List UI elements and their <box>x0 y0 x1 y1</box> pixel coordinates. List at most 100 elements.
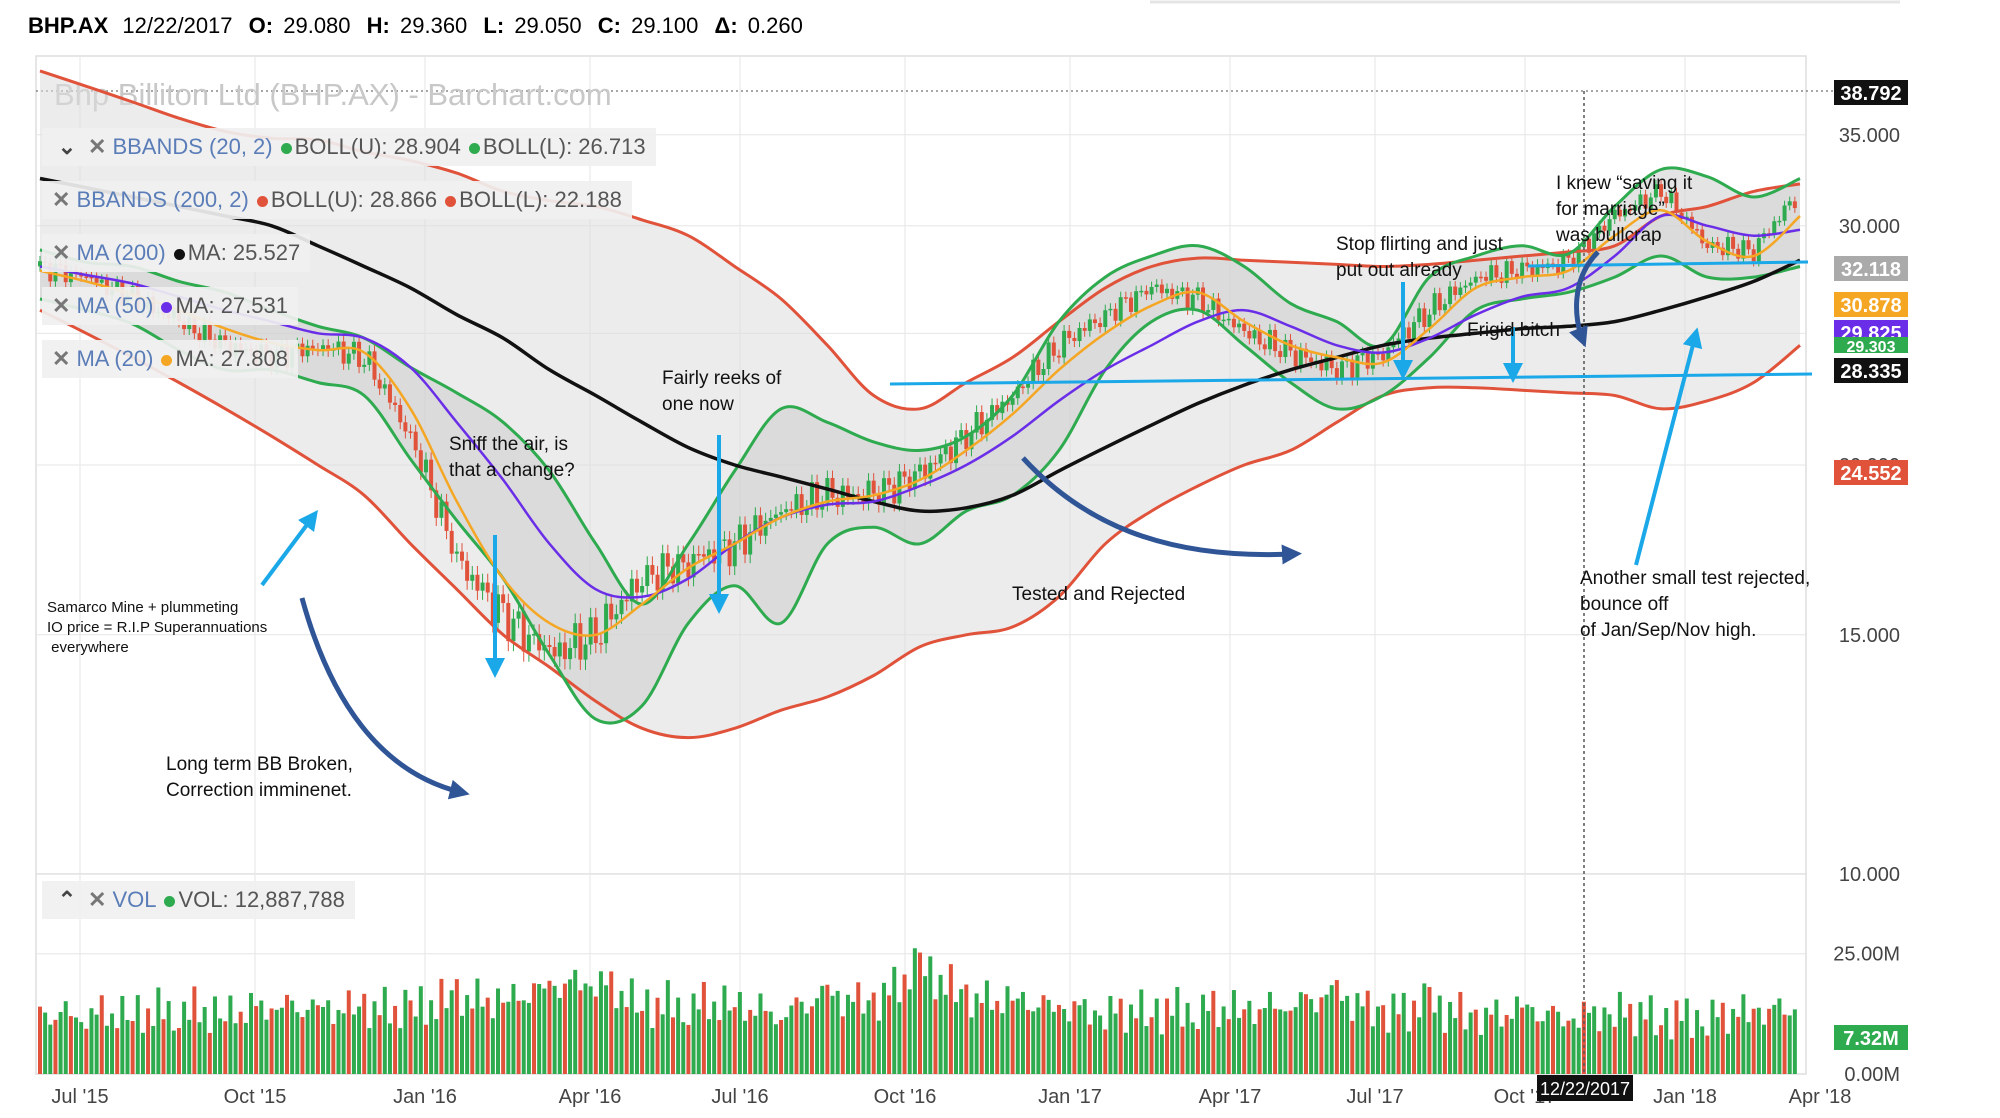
candle-body-230 <box>1221 319 1226 322</box>
volume-bar-38 <box>233 1023 238 1074</box>
volume-bar-150 <box>809 1006 814 1074</box>
legend-vol-name: VOL <box>112 887 157 912</box>
volume-bar-62 <box>357 1006 362 1074</box>
candle-body-259 <box>1370 353 1375 369</box>
svg-text:30.878: 30.878 <box>1840 295 1901 317</box>
legend-ma20[interactable]: ✕ MA (20) MA: 27.808 <box>42 340 298 378</box>
volume-bar-237 <box>1257 1009 1262 1074</box>
volume-bar-76 <box>429 1000 434 1074</box>
volume-bar-8 <box>79 1022 84 1074</box>
volume-bar-341 <box>1792 1009 1797 1074</box>
candle-body-321 <box>1689 216 1694 230</box>
volume-bar-262 <box>1386 1032 1391 1074</box>
chevron-up-icon[interactable]: ⌃ <box>57 887 77 912</box>
volume-bar-170 <box>912 948 917 1074</box>
chevron-down-icon[interactable]: ⌄ <box>57 134 77 159</box>
candle-body-145 <box>784 509 789 513</box>
candle-body-262 <box>1386 347 1391 361</box>
volume-bar-318 <box>1674 1000 1679 1074</box>
volume-bar-128 <box>696 1009 701 1074</box>
candle-body-311 <box>1638 194 1643 205</box>
candle-body-56 <box>326 345 331 351</box>
volume-bar-85 <box>475 978 480 1074</box>
volume-bar-54 <box>315 1005 320 1074</box>
volume-bar-97 <box>537 984 542 1074</box>
volume-bar-210 <box>1118 998 1123 1074</box>
volume-bar-265 <box>1401 992 1406 1074</box>
legend-bb20-upper: BOLL(U): 28.904 <box>294 134 461 159</box>
x-tick-label-11: Apr '18 <box>1789 1086 1852 1108</box>
volume-bar-95 <box>526 1002 531 1074</box>
candle-body-241 <box>1278 351 1283 358</box>
candle-body-71 <box>403 422 408 432</box>
candle-body-162 <box>871 480 876 494</box>
volume-bar-285 <box>1504 1015 1509 1074</box>
candle-body-235 <box>1247 330 1252 339</box>
volume-bar-244 <box>1293 1007 1298 1074</box>
candle-body-66 <box>377 379 382 389</box>
volume-bar-279 <box>1473 1009 1478 1074</box>
volume-bar-288 <box>1520 1007 1525 1074</box>
close-icon[interactable]: ✕ <box>52 346 71 371</box>
volume-bar-164 <box>881 982 886 1074</box>
volume-bar-289 <box>1525 1004 1530 1074</box>
volume-bar-113 <box>619 990 624 1074</box>
volume-bar-104 <box>573 969 578 1074</box>
volume-bar-220 <box>1170 1015 1175 1074</box>
legend-ma200[interactable]: ✕ MA (200) MA: 25.527 <box>42 234 311 272</box>
candle-body-236 <box>1252 330 1257 339</box>
close-icon[interactable]: ✕ <box>88 134 107 159</box>
close-icon[interactable]: ✕ <box>88 887 107 912</box>
candle-body-121 <box>660 553 665 591</box>
volume-bar-96 <box>532 983 537 1074</box>
volume-bar-61 <box>351 1014 356 1074</box>
annotation-fairly: Fairly reeks of one now <box>662 368 782 415</box>
candle-body-189 <box>1010 398 1015 405</box>
volume-bar-49 <box>290 1000 295 1074</box>
volume-bar-122 <box>665 980 670 1074</box>
candle-body-199 <box>1062 330 1067 358</box>
candle-body-129 <box>701 554 706 557</box>
close-icon[interactable]: ✕ <box>52 240 71 265</box>
volume-bar-274 <box>1448 1001 1453 1074</box>
volume-bar-226 <box>1201 994 1206 1074</box>
candle-body-32 <box>202 321 207 342</box>
candle-body-268 <box>1417 308 1422 323</box>
volume-bar-199 <box>1062 1009 1067 1074</box>
volume-bar-138 <box>748 1009 753 1074</box>
candle-body-212 <box>1128 297 1133 312</box>
svg-text:32.118: 32.118 <box>1841 259 1901 281</box>
candle-body-224 <box>1190 294 1195 310</box>
volume-bar-105 <box>578 990 583 1074</box>
candle-body-256 <box>1355 355 1360 380</box>
volume-bar-208 <box>1108 995 1113 1074</box>
volume-bar-18 <box>130 1020 135 1074</box>
volume-bar-169 <box>907 989 912 1074</box>
volume-bar-100 <box>552 985 557 1074</box>
annotation-sniff: Sniff the air, is that a change? <box>449 434 575 481</box>
volume-bar-167 <box>897 1002 902 1074</box>
trendline-lower <box>889 372 1813 386</box>
vol-tick-label-0: 0.00M <box>1844 1064 1900 1086</box>
volume-bar-253 <box>1339 1000 1344 1074</box>
volume-bar-112 <box>614 1008 619 1074</box>
close-icon[interactable]: ✕ <box>52 293 71 318</box>
legend-vol[interactable]: ⌃ ✕ VOL VOL: 12,887,788 <box>42 881 355 919</box>
legend-bb200[interactable]: ✕ BBANDS (200, 2) BOLL(U): 28.866 BOLL(L): … <box>42 181 632 219</box>
volume-bar-21 <box>146 1008 151 1074</box>
volume-bar-7 <box>74 1017 79 1074</box>
svg-text:38.792: 38.792 <box>1840 83 1901 105</box>
volume-bar-212 <box>1128 1004 1133 1074</box>
header-o: 29.080 <box>283 13 350 38</box>
candle-body-120 <box>655 574 660 591</box>
volume-bar-233 <box>1237 1017 1242 1074</box>
volume-bar-221 <box>1175 987 1180 1074</box>
legend-bb20[interactable]: ⌄ ✕ BBANDS (20, 2) BOLL(U): 28.904 BOLL(L): … <box>42 128 656 166</box>
volume-bar-264 <box>1396 1014 1401 1074</box>
legend-bb20-lower: BOLL(L): 26.713 <box>482 134 646 159</box>
volume-bar-277 <box>1463 1029 1468 1074</box>
volume-bar-261 <box>1381 1005 1386 1074</box>
close-icon[interactable]: ✕ <box>52 187 71 212</box>
legend-ma50[interactable]: ✕ MA (50) MA: 27.531 <box>42 287 298 325</box>
